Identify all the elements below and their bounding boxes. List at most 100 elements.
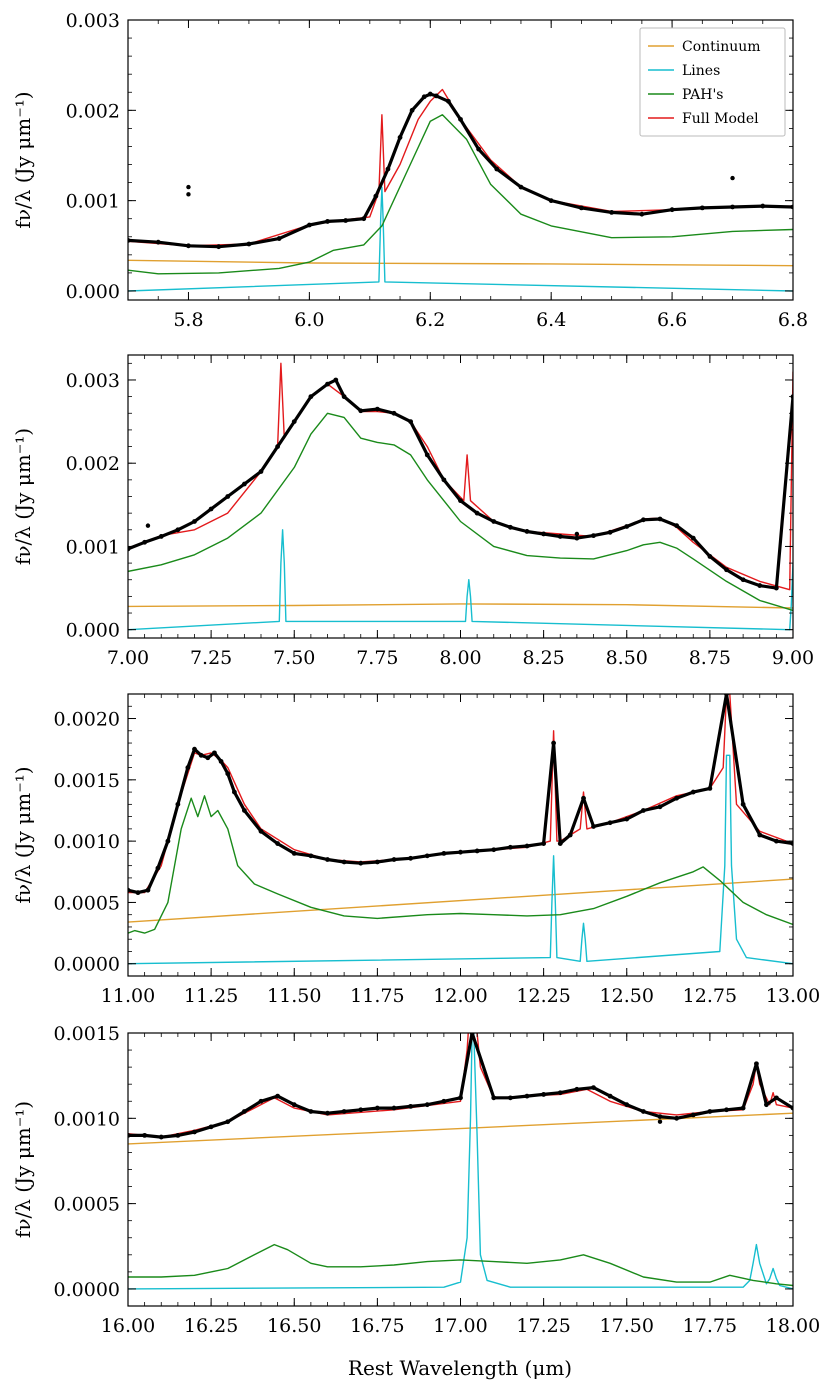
x-tick-label: 13.00 xyxy=(766,985,820,1007)
x-tick-label: 8.25 xyxy=(522,647,564,669)
data-point xyxy=(757,832,763,838)
series-continuum xyxy=(128,878,793,923)
data-point xyxy=(424,853,430,859)
data-point xyxy=(241,808,247,813)
x-axis-label: Rest Wavelength (μm) xyxy=(348,1356,572,1380)
data-point xyxy=(408,855,414,861)
x-tick-label: 7.50 xyxy=(273,647,315,669)
data-point xyxy=(624,524,630,529)
series-continuum xyxy=(128,603,793,609)
data-point xyxy=(773,1095,779,1101)
data-point xyxy=(507,1095,513,1101)
x-tick-label: 8.75 xyxy=(689,647,731,669)
x-tick-label: 16.75 xyxy=(350,1315,404,1337)
x-tick-label: 17.75 xyxy=(683,1315,737,1337)
data-point xyxy=(325,1110,330,1116)
y-tick-label: 0.0010 xyxy=(54,831,120,853)
data-point xyxy=(657,516,663,522)
data-point xyxy=(446,98,451,104)
series-lines xyxy=(128,1033,793,1290)
data-point xyxy=(192,746,197,752)
series-pah-s xyxy=(128,795,793,934)
data-point xyxy=(246,241,252,247)
data-point xyxy=(609,209,615,215)
x-tick-label: 7.00 xyxy=(107,647,149,669)
data-point xyxy=(145,887,151,893)
plot-area xyxy=(128,1033,793,1290)
y-tick-label: 0.0005 xyxy=(54,892,120,914)
data-point xyxy=(391,857,397,862)
data-point xyxy=(574,1086,580,1092)
data-point xyxy=(341,1109,347,1114)
data-point xyxy=(707,1109,713,1114)
data-point xyxy=(258,1098,264,1104)
data-point xyxy=(494,166,500,172)
data-point xyxy=(186,243,191,249)
data-point xyxy=(458,116,463,122)
data-point xyxy=(258,469,264,474)
data-point xyxy=(760,203,766,209)
data-point xyxy=(291,850,297,856)
data-point xyxy=(591,1085,596,1090)
observed-spectrum xyxy=(128,1033,793,1139)
data-point xyxy=(639,211,645,217)
data-point xyxy=(491,1095,497,1101)
data-point xyxy=(458,1095,463,1101)
y-tick-label: 0.0000 xyxy=(54,954,120,976)
data-point xyxy=(764,1102,769,1108)
data-point xyxy=(135,890,141,896)
data-point xyxy=(441,1098,447,1104)
data-point xyxy=(707,554,713,559)
legend-label: Full Model xyxy=(682,111,759,127)
x-tick-label: 8.50 xyxy=(606,647,648,669)
data-point xyxy=(607,820,613,826)
data-point xyxy=(142,539,148,545)
data-point xyxy=(724,1107,729,1113)
data-point xyxy=(669,207,675,213)
data-point xyxy=(358,1107,364,1113)
data-point xyxy=(433,93,439,99)
y-tick-label: 0.0015 xyxy=(54,1023,120,1045)
x-tick-label: 6.8 xyxy=(778,309,808,331)
outlier-point xyxy=(145,523,151,528)
data-point xyxy=(574,535,580,541)
data-point xyxy=(724,567,729,573)
data-point xyxy=(341,859,347,865)
x-tick-label: 11.25 xyxy=(184,985,238,1007)
x-tick-label: 16.00 xyxy=(101,1315,155,1337)
data-point xyxy=(674,1115,680,1121)
data-point xyxy=(325,381,330,387)
data-point xyxy=(518,184,524,190)
data-point xyxy=(333,377,339,383)
data-point xyxy=(458,849,463,855)
data-point xyxy=(524,843,530,849)
data-point xyxy=(474,510,480,516)
data-point xyxy=(185,765,191,770)
data-point xyxy=(640,1109,646,1114)
y-axis-label: fν/λ (Jy μm⁻¹) xyxy=(11,1101,35,1238)
data-point xyxy=(640,808,646,813)
data-point xyxy=(657,1114,663,1120)
data-point xyxy=(241,1109,247,1114)
data-point xyxy=(730,204,735,210)
y-tick-label: 0.002 xyxy=(66,453,120,475)
data-point xyxy=(581,795,586,801)
data-point xyxy=(740,577,746,583)
data-point xyxy=(607,1093,613,1099)
data-point xyxy=(216,244,222,250)
y-tick-label: 0.003 xyxy=(66,10,120,32)
x-tick-label: 12.00 xyxy=(433,985,487,1007)
x-tick-label: 17.00 xyxy=(433,1315,487,1337)
data-point xyxy=(424,452,430,458)
data-point xyxy=(541,1092,547,1097)
data-point xyxy=(541,531,547,537)
data-point xyxy=(491,847,497,853)
axes-frame xyxy=(127,1032,794,1307)
data-point xyxy=(754,1061,759,1067)
legend-label: Lines xyxy=(682,63,720,79)
data-point xyxy=(325,219,330,224)
data-point xyxy=(232,789,237,795)
data-point xyxy=(275,1093,281,1099)
series-continuum xyxy=(128,259,793,267)
plot-area xyxy=(128,362,793,631)
